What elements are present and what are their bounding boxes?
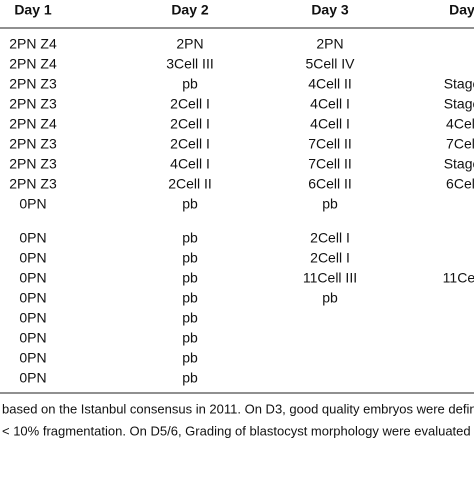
table-cell: 0PN — [19, 250, 46, 266]
table-cell: 0PN — [19, 196, 46, 212]
table-cell: 2Cell I — [170, 96, 210, 112]
table-cell: 0PN — [19, 270, 46, 286]
table-cell: 0PN — [19, 370, 46, 386]
table-cell: 4Cell I — [310, 96, 350, 112]
table-cell: 3Cell III — [166, 56, 213, 72]
table-cell: pb — [182, 310, 198, 326]
table-cell: Stage — [444, 96, 474, 112]
table-cell: 2PN Z3 — [9, 76, 57, 92]
table-cell: 7Cell II — [308, 156, 352, 172]
table-cell: 11Cell — [443, 270, 474, 286]
table-cell: 2PN Z3 — [9, 96, 57, 112]
table-cell: 6Cell — [446, 176, 474, 192]
column-header: Day 1 — [14, 2, 52, 18]
table-cell: 4Cell II — [308, 76, 352, 92]
table-cell: 2Cell I — [310, 250, 350, 266]
table-cell: pb — [322, 290, 338, 306]
table-cell: 0PN — [19, 310, 46, 326]
table-cell: 2Cell II — [168, 176, 212, 192]
table-cell: pb — [182, 290, 198, 306]
table-cell: 2Cell I — [170, 116, 210, 132]
table-cell: Stage — [444, 156, 474, 172]
table-cell: pb — [182, 270, 198, 286]
table-cell: pb — [182, 76, 198, 92]
table-cell: 11Cell III — [303, 270, 357, 286]
table-cell: 2PN — [176, 36, 203, 52]
table-cell: 4Cell I — [310, 116, 350, 132]
table-cell: 5Cell IV — [305, 56, 355, 72]
table-cell: 2PN Z3 — [9, 136, 57, 152]
table-cell: 2PN — [316, 36, 343, 52]
table-cell: 2PN Z4 — [9, 56, 57, 72]
column-header: Day 2 — [171, 2, 209, 18]
column-header: Day 3 — [311, 2, 349, 18]
table-cell: pb — [182, 350, 198, 366]
table-cell: 0PN — [19, 350, 46, 366]
table-cell: 2PN Z4 — [9, 116, 57, 132]
table-cell: 2PN Z3 — [9, 176, 57, 192]
table-cell: 2PN Z3 — [9, 156, 57, 172]
table-cell: 0PN — [19, 290, 46, 306]
table-cell: pb — [182, 250, 198, 266]
table-cell: 6Cell II — [308, 176, 352, 192]
table-cell: 4Cell I — [170, 156, 210, 172]
table-cell: pb — [182, 330, 198, 346]
table-cell: Stage — [444, 76, 474, 92]
table-cell: 2PN Z4 — [9, 36, 57, 52]
table-cell: 4Cell — [446, 116, 474, 132]
table-cell: pb — [182, 196, 198, 212]
footnote: based on the Istanbul consensus in 2011.… — [2, 401, 474, 416]
table-cell: 2Cell I — [310, 230, 350, 246]
table-cell: 0PN — [19, 330, 46, 346]
table-cell: 7Cell — [446, 136, 474, 152]
column-header: Day — [449, 2, 474, 18]
table-cell: pb — [322, 196, 338, 212]
table-cell: 0PN — [19, 230, 46, 246]
table-cell: 7Cell II — [308, 136, 352, 152]
table-cell: 2Cell I — [170, 136, 210, 152]
footnote: < 10% fragmentation. On D5/6, Grading of… — [2, 423, 474, 438]
table-cell: pb — [182, 230, 198, 246]
table-cell: pb — [182, 370, 198, 386]
